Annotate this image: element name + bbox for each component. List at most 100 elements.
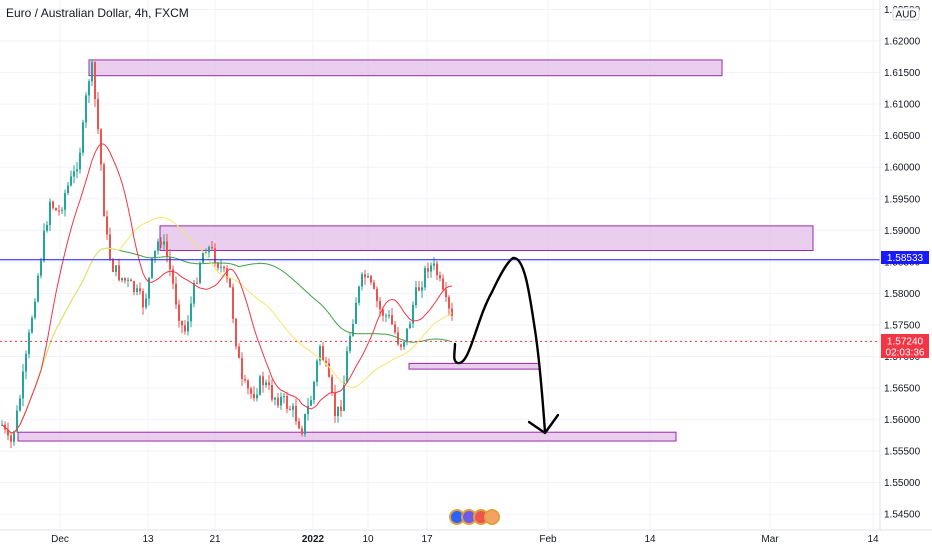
candle-body — [343, 382, 345, 411]
price-tick-label: 1.56500 — [884, 384, 921, 395]
hand-drawn-projection[interactable] — [453, 256, 547, 434]
candle-body — [211, 246, 213, 249]
zone-upper[interactable] — [159, 225, 814, 251]
candle-body — [46, 224, 48, 231]
candle-body — [97, 99, 99, 130]
candle-body — [391, 315, 393, 325]
candle-body — [16, 410, 18, 432]
candle-body — [319, 346, 321, 361]
arrow-head — [527, 413, 560, 435]
time-tick-label: Mar — [761, 534, 779, 545]
candle-body — [235, 318, 237, 347]
candle-body — [223, 266, 225, 269]
candle-body — [289, 408, 291, 410]
candle-body — [262, 376, 264, 386]
candle-body — [73, 171, 75, 177]
candle-body — [190, 303, 192, 322]
candle-body — [127, 279, 129, 281]
candle-body — [394, 324, 396, 333]
candle-body — [421, 287, 423, 291]
candle-body — [427, 268, 429, 272]
currency-label: AUD — [895, 10, 916, 21]
price-axis[interactable] — [880, 0, 932, 550]
zones[interactable] — [17, 59, 814, 442]
zone-bottom[interactable] — [17, 431, 677, 442]
candle-body — [268, 382, 270, 386]
grid — [0, 0, 880, 530]
time-tick-label: Dec — [51, 534, 69, 545]
candle-body — [217, 263, 219, 268]
candle-body — [94, 62, 96, 100]
candle-body — [382, 309, 384, 316]
candle-body — [412, 304, 414, 324]
candle-body — [259, 376, 261, 395]
candle-body — [109, 234, 111, 260]
candle-body — [379, 301, 381, 310]
candle-body — [253, 393, 255, 399]
candle-body — [403, 341, 405, 347]
candle-body — [154, 250, 156, 259]
candle-body — [286, 395, 288, 409]
price-tick-label: 1.61500 — [884, 68, 921, 79]
candle-body — [55, 208, 57, 211]
candle-body — [178, 304, 180, 321]
candle-body — [274, 397, 276, 400]
candle-body — [415, 287, 417, 305]
chart-title: Euro / Australian Dollar, 4h, FXCM — [6, 6, 189, 20]
candle-body — [175, 283, 177, 305]
candle-body — [397, 332, 399, 345]
candle-body — [337, 406, 339, 416]
price-tick-label: 1.56000 — [884, 415, 921, 426]
candle-body — [304, 413, 306, 435]
event-icons[interactable] — [449, 509, 500, 525]
candle-body — [205, 252, 207, 254]
candle-body — [115, 265, 117, 272]
candle-body — [70, 176, 72, 186]
candle-body — [136, 288, 138, 292]
event-icon-4[interactable] — [484, 509, 500, 525]
candle-body — [34, 301, 36, 318]
candle-body — [376, 288, 378, 302]
time-tick-label: 21 — [209, 534, 221, 545]
candle-body — [100, 129, 102, 165]
candle-body — [244, 379, 246, 381]
candle-body — [316, 360, 318, 382]
candle-body — [193, 282, 195, 304]
candle-body — [451, 308, 453, 316]
candle-body — [40, 260, 42, 276]
candle-body — [106, 216, 108, 235]
candle-body — [64, 193, 66, 210]
candle-body — [184, 325, 186, 332]
candle-body — [436, 263, 438, 276]
candle-body — [241, 358, 243, 380]
candle-body — [328, 363, 330, 377]
candle-body — [433, 263, 435, 266]
candle-body — [277, 397, 279, 406]
zone-mid[interactable] — [408, 362, 540, 370]
candle-body — [325, 360, 327, 364]
candle-body — [85, 95, 87, 123]
candle-body — [226, 268, 228, 279]
price-tick-label: 1.55500 — [884, 447, 921, 458]
candle-body — [88, 81, 90, 96]
candle-body — [169, 256, 171, 270]
candle-body — [301, 428, 303, 435]
candle-body — [139, 288, 141, 292]
candle-body — [82, 122, 84, 153]
price-tick-label: 1.55000 — [884, 478, 921, 489]
candle-body — [361, 274, 363, 287]
candle-body — [346, 351, 348, 383]
candle-body — [331, 376, 333, 393]
currency-badge[interactable] — [892, 7, 920, 21]
candle-body — [247, 380, 249, 389]
horizontal-line-price-value: 1.58533 — [887, 253, 924, 264]
candle-body — [280, 396, 282, 406]
candle-body — [10, 435, 12, 442]
candle-body — [76, 169, 78, 172]
zone-top[interactable] — [88, 59, 723, 77]
candle-body — [79, 152, 81, 170]
time-axis[interactable]: Dec 13 21 2022 10 17 Feb 14 Mar 14 — [51, 534, 879, 545]
candle-body — [145, 298, 147, 308]
candle-body — [214, 248, 216, 264]
